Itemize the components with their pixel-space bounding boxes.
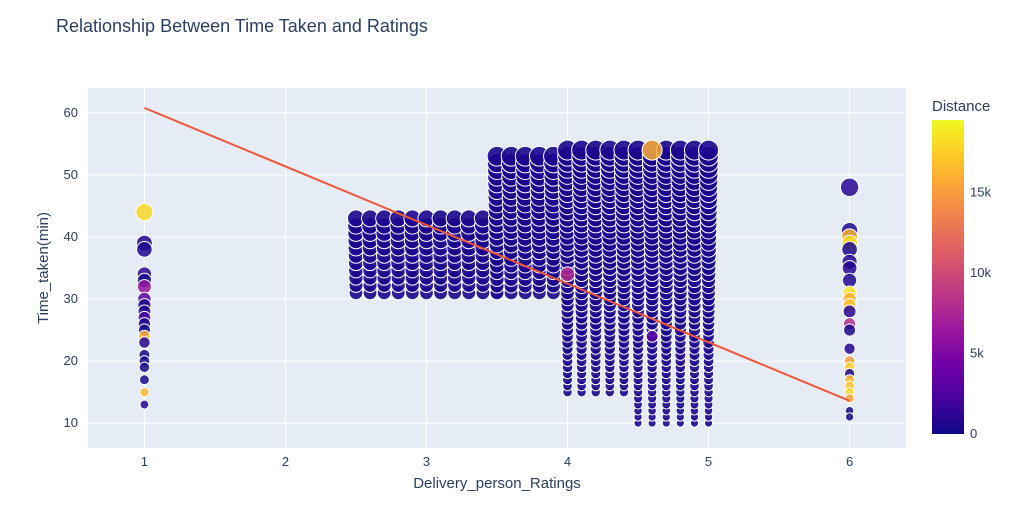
data-point: [135, 203, 154, 222]
x-tick-label: 3: [423, 454, 430, 469]
data-point: [698, 139, 720, 161]
data-point: [559, 266, 576, 282]
colorbar-title: Distance: [932, 98, 990, 115]
x-axis-label: Delivery_person_Ratings: [413, 475, 581, 492]
data-point: [138, 336, 151, 349]
y-tick-label: 10: [64, 415, 78, 430]
data-point: [139, 386, 150, 398]
data-point: [136, 241, 153, 258]
y-tick-label: 30: [64, 291, 78, 306]
y-tick-label: 50: [64, 167, 78, 182]
data-point: [138, 361, 151, 374]
y-tick-label: 40: [64, 229, 78, 244]
colorbar-tick-label: 0: [970, 426, 977, 441]
x-tick-label: 5: [705, 454, 712, 469]
y-axis-label: Time_taken(min): [35, 212, 52, 324]
data-point: [839, 177, 860, 197]
data-point: [136, 279, 152, 295]
trendline: [144, 106, 850, 402]
colorbar-tick-label: 5k: [970, 345, 984, 360]
colorbar-tick-label: 15k: [970, 184, 991, 199]
data-point: [841, 272, 858, 289]
y-tick-label: 60: [64, 105, 78, 120]
data-point: [844, 393, 855, 404]
x-tick-label: 2: [282, 454, 289, 469]
y-tick-label: 20: [64, 353, 78, 368]
data-point: [138, 374, 150, 386]
data-point: [843, 323, 857, 337]
data-point: [842, 304, 857, 319]
data-point: [843, 342, 856, 355]
x-tick-label: 4: [564, 454, 571, 469]
data-point: [139, 399, 150, 410]
x-tick-label: 6: [846, 454, 853, 469]
x-tick-label: 1: [141, 454, 148, 469]
chart-title: Relationship Between Time Taken and Rati…: [56, 16, 428, 36]
data-point: [844, 412, 855, 422]
data-point: [641, 139, 663, 161]
colorbar: [932, 120, 964, 434]
colorbar-tick-label: 10k: [970, 265, 991, 280]
data-point: [645, 329, 659, 343]
